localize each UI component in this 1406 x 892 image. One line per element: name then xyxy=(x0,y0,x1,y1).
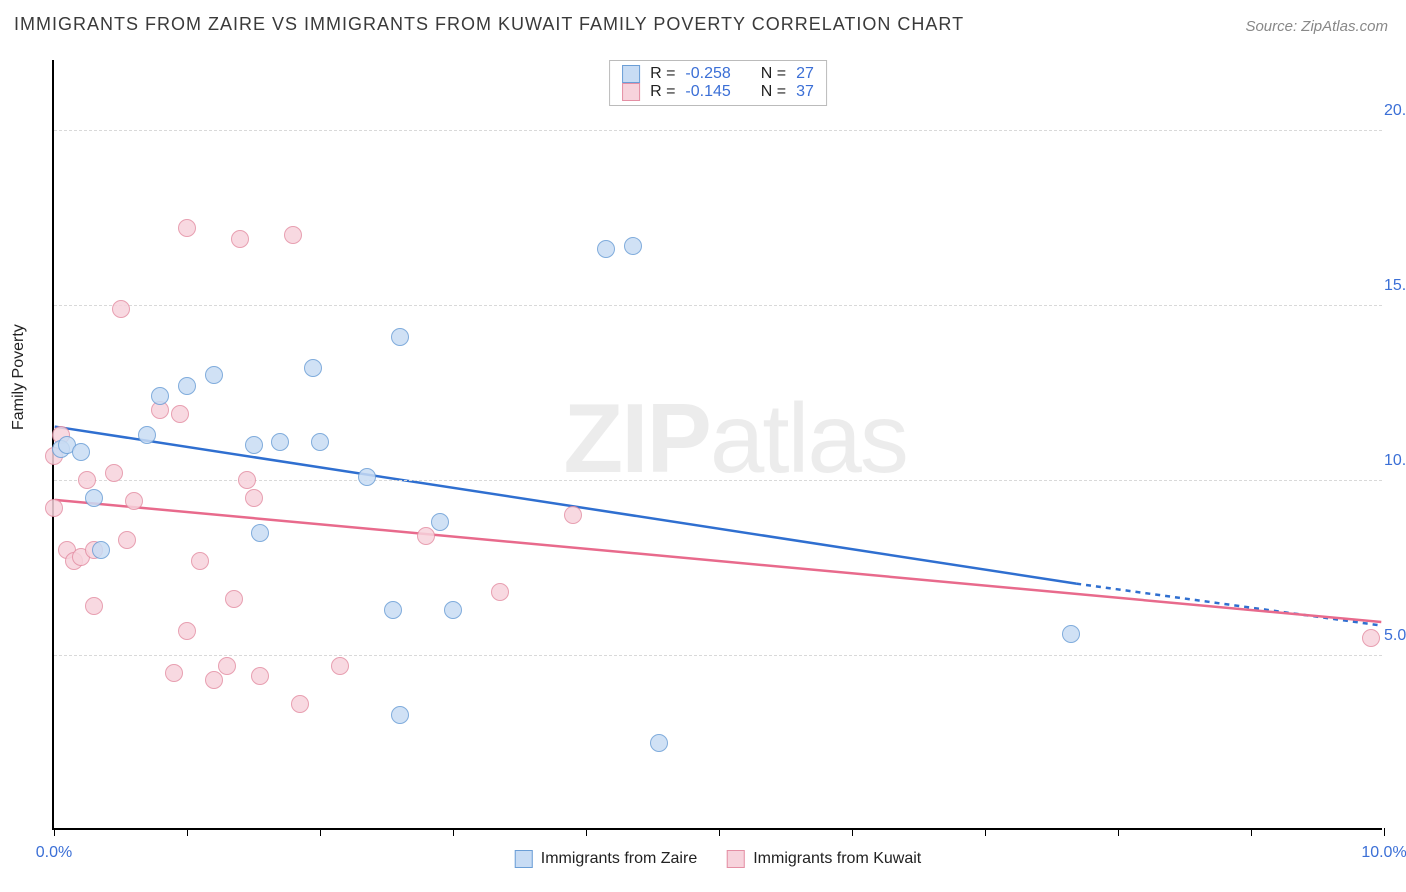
grid-line xyxy=(54,655,1382,656)
data-point-zaire xyxy=(304,359,322,377)
data-point-kuwait xyxy=(225,590,243,608)
stat-N-label: N = xyxy=(761,83,786,101)
y-tick-label: 10.0% xyxy=(1384,452,1406,470)
stat-N-value: 37 xyxy=(796,83,814,101)
data-point-kuwait xyxy=(251,667,269,685)
x-tick xyxy=(719,828,720,836)
data-point-kuwait xyxy=(178,219,196,237)
grid-line xyxy=(54,130,1382,131)
data-point-kuwait xyxy=(238,471,256,489)
x-tick xyxy=(1251,828,1252,836)
data-point-kuwait xyxy=(218,657,236,675)
stat-N-value: 27 xyxy=(796,65,814,83)
legend-swatch xyxy=(622,65,640,83)
legend-swatch xyxy=(727,850,745,868)
data-point-zaire xyxy=(444,601,462,619)
stat-R-value: -0.258 xyxy=(685,65,730,83)
data-point-kuwait xyxy=(564,506,582,524)
data-point-zaire xyxy=(597,240,615,258)
legend-label: Immigrants from Kuwait xyxy=(753,850,921,868)
data-point-kuwait xyxy=(205,671,223,689)
trend-line-dash-zaire xyxy=(1076,584,1381,626)
data-point-kuwait xyxy=(417,527,435,545)
x-tick xyxy=(187,828,188,836)
data-point-zaire xyxy=(72,443,90,461)
data-point-zaire xyxy=(384,601,402,619)
data-point-zaire xyxy=(85,489,103,507)
y-tick-label: 15.0% xyxy=(1384,277,1406,295)
legend-item-kuwait: Immigrants from Kuwait xyxy=(727,850,921,868)
stat-N-label: N = xyxy=(761,65,786,83)
data-point-kuwait xyxy=(165,664,183,682)
data-point-kuwait xyxy=(331,657,349,675)
data-point-kuwait xyxy=(245,489,263,507)
data-point-kuwait xyxy=(118,531,136,549)
series-legend: Immigrants from Zaire Immigrants from Kuw… xyxy=(515,850,922,868)
data-point-kuwait xyxy=(105,464,123,482)
legend-item-zaire: Immigrants from Zaire xyxy=(515,850,697,868)
y-axis-label: Family Poverty xyxy=(10,324,28,430)
x-tick-label: 0.0% xyxy=(36,844,72,862)
x-tick xyxy=(453,828,454,836)
grid-line xyxy=(54,305,1382,306)
data-point-kuwait xyxy=(112,300,130,318)
source-attribution: Source: ZipAtlas.com xyxy=(1245,18,1388,35)
data-point-zaire xyxy=(650,734,668,752)
data-point-kuwait xyxy=(178,622,196,640)
data-point-zaire xyxy=(138,426,156,444)
x-tick xyxy=(852,828,853,836)
x-tick xyxy=(985,828,986,836)
legend-swatch xyxy=(622,83,640,101)
stats-legend-row-zaire: R = -0.258 N = 27 xyxy=(622,65,814,83)
data-point-zaire xyxy=(311,433,329,451)
stat-R-label: R = xyxy=(650,83,675,101)
x-tick xyxy=(586,828,587,836)
data-point-kuwait xyxy=(1362,629,1380,647)
stats-legend: R = -0.258 N = 27 R = -0.145 N = 37 xyxy=(609,60,827,106)
data-point-zaire xyxy=(391,328,409,346)
chart-title: IMMIGRANTS FROM ZAIRE VS IMMIGRANTS FROM… xyxy=(14,14,964,35)
data-point-zaire xyxy=(391,706,409,724)
x-tick xyxy=(54,828,55,836)
x-tick-label: 10.0% xyxy=(1361,844,1406,862)
y-tick-label: 20.0% xyxy=(1384,102,1406,120)
data-point-zaire xyxy=(431,513,449,531)
data-point-zaire xyxy=(271,433,289,451)
data-point-zaire xyxy=(92,541,110,559)
data-point-kuwait xyxy=(231,230,249,248)
data-point-kuwait xyxy=(85,597,103,615)
data-point-zaire xyxy=(251,524,269,542)
data-point-kuwait xyxy=(291,695,309,713)
data-point-kuwait xyxy=(45,499,63,517)
data-point-kuwait xyxy=(284,226,302,244)
data-point-zaire xyxy=(178,377,196,395)
data-point-zaire xyxy=(358,468,376,486)
data-point-zaire xyxy=(151,387,169,405)
x-tick xyxy=(1384,828,1385,836)
data-point-zaire xyxy=(205,366,223,384)
x-tick xyxy=(1118,828,1119,836)
trend-line-kuwait xyxy=(55,500,1382,622)
legend-label: Immigrants from Zaire xyxy=(541,850,697,868)
legend-swatch xyxy=(515,850,533,868)
stat-R-label: R = xyxy=(650,65,675,83)
data-point-kuwait xyxy=(491,583,509,601)
stat-R-value: -0.145 xyxy=(685,83,730,101)
x-tick xyxy=(320,828,321,836)
stats-legend-row-kuwait: R = -0.145 N = 37 xyxy=(622,83,814,101)
data-point-zaire xyxy=(245,436,263,454)
data-point-kuwait xyxy=(191,552,209,570)
data-point-kuwait xyxy=(78,471,96,489)
data-point-zaire xyxy=(624,237,642,255)
data-point-kuwait xyxy=(171,405,189,423)
watermark-text: ZIPatlas xyxy=(563,382,906,495)
plot-area: ZIPatlas R =-0.258N =27R =-0.145N =37 Im… xyxy=(52,60,1382,830)
y-tick-label: 5.0% xyxy=(1384,627,1406,645)
data-point-zaire xyxy=(1062,625,1080,643)
data-point-kuwait xyxy=(125,492,143,510)
